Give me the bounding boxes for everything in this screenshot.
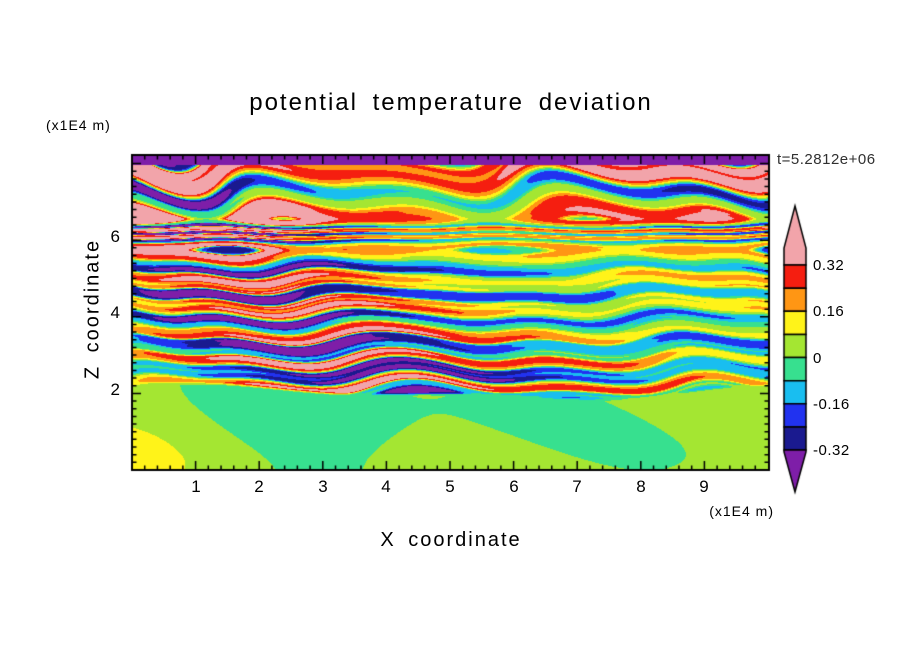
x-tick-label-3: 3 [318, 477, 328, 496]
x-tick-label-1: 1 [191, 477, 201, 496]
x-tick-label-6: 6 [509, 477, 519, 496]
x-axis-unit: (x1E4 m) [709, 503, 774, 519]
x-axis-title: X coordinate [380, 529, 522, 551]
z-tick-label-2: 2 [110, 380, 120, 399]
plot-title: potential temperature deviation [249, 89, 653, 116]
x-tick-label-2: 2 [254, 477, 264, 496]
z-axis-title: Z coordinate [81, 238, 104, 380]
z-tick-label-6: 6 [110, 227, 120, 246]
time-label: t=5.2812e+06 [777, 151, 876, 168]
x-tick-label-7: 7 [572, 477, 582, 496]
z-tick-label-4: 4 [110, 303, 120, 322]
colorbar-label-0: 0 [813, 350, 822, 367]
colorbar-label--0.32: -0.32 [813, 442, 850, 459]
x-tick-label-9: 9 [699, 477, 709, 496]
x-tick-label-5: 5 [445, 477, 455, 496]
x-tick-label-4: 4 [381, 477, 391, 496]
x-tick-label-8: 8 [636, 477, 646, 496]
colorbar-label--0.16: -0.16 [813, 396, 850, 413]
colorbar-label-0.16: 0.16 [813, 303, 845, 320]
z-axis-unit: (x1E4 m) [46, 117, 111, 133]
colorbar-label-0.32: 0.32 [813, 257, 845, 274]
